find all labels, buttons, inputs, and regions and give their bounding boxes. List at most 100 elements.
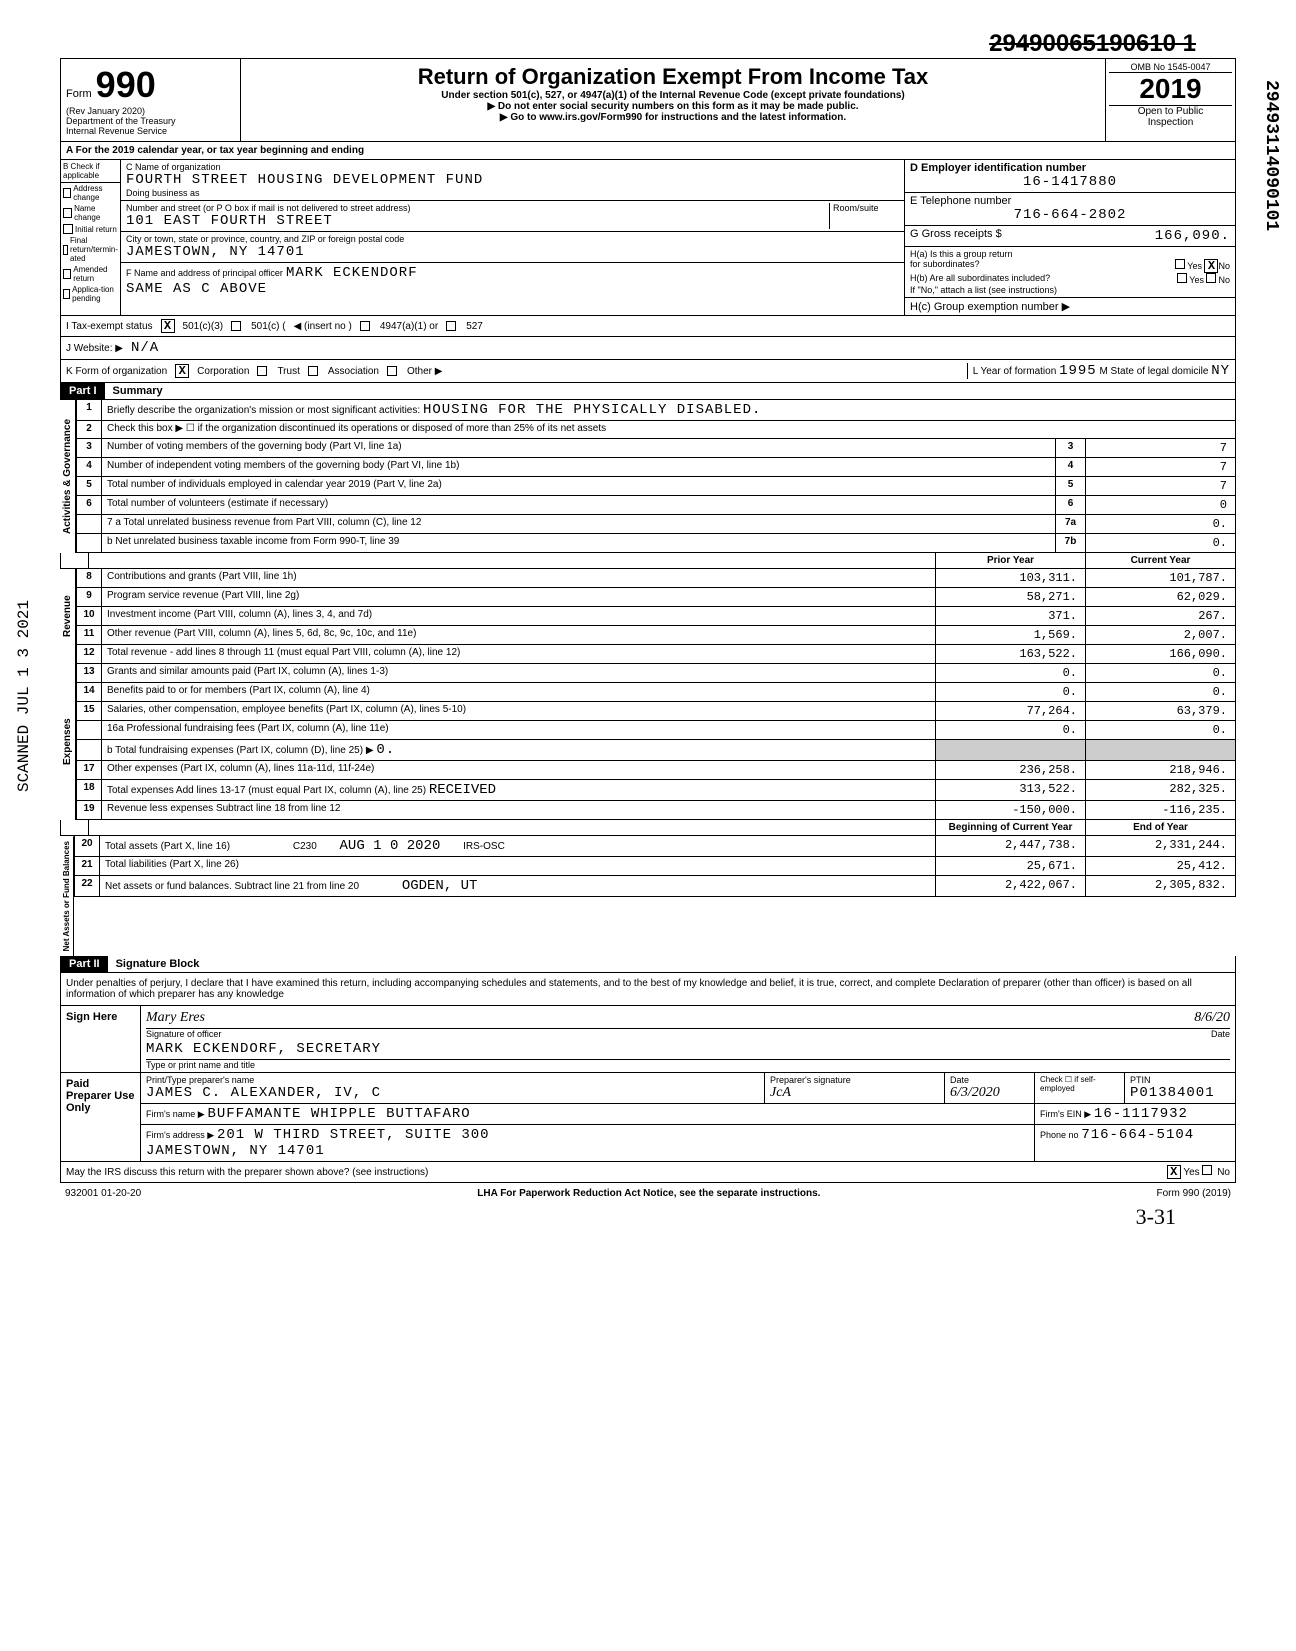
ha-yes-checkbox[interactable] xyxy=(1175,259,1185,269)
dept-treasury: Department of the Treasury xyxy=(66,116,235,126)
hb-label: H(b) Are all subordinates included? xyxy=(910,273,1050,285)
4947-checkbox[interactable] xyxy=(360,321,370,331)
501c-checkbox[interactable] xyxy=(231,321,241,331)
form-subtitle: Under section 501(c), 527, or 4947(a)(1)… xyxy=(246,90,1100,101)
l8-desc: Contributions and grants (Part VIII, lin… xyxy=(102,569,935,587)
officer-printed-name: MARK ECKENDORF, SECRETARY xyxy=(146,1039,1230,1060)
checkbox-initial[interactable] xyxy=(63,224,73,234)
firm-ein: 16-1117932 xyxy=(1094,1106,1188,1122)
ptin-value: P01384001 xyxy=(1130,1085,1230,1101)
vert-expenses: Expenses xyxy=(60,664,76,820)
section-e-label: E Telephone number xyxy=(910,195,1230,207)
sig-officer-label: Signature of officer xyxy=(146,1029,221,1039)
stamp-code2: IRS-OSC xyxy=(463,841,505,852)
line6-val: 0 xyxy=(1085,496,1235,514)
l11-current: 2,007. xyxy=(1085,626,1235,644)
preparer-row: Paid Preparer Use Only Print/Type prepar… xyxy=(60,1073,1236,1162)
right-vertical-number: 29493114090101 xyxy=(1261,80,1281,231)
hb-no-checkbox[interactable] xyxy=(1206,273,1216,283)
form-k-row: K Form of organization X Corporation Tru… xyxy=(60,360,1236,383)
line7a-val: 0. xyxy=(1085,515,1235,533)
checkbox-address[interactable] xyxy=(63,188,71,198)
l13-desc: Grants and similar amounts paid (Part IX… xyxy=(102,664,935,682)
line7b-val: 0. xyxy=(1085,534,1235,552)
corp-checkbox[interactable]: X xyxy=(175,364,189,378)
opt-501c3: 501(c)(3) xyxy=(183,321,224,332)
sign-here-row: Sign Here Mary Eres 8/6/20 Signature of … xyxy=(60,1006,1236,1073)
line7a-desc: 7 a Total unrelated business revenue fro… xyxy=(102,515,1055,533)
officer-label: F Name and address of principal officer xyxy=(126,268,283,278)
l15-desc: Salaries, other compensation, employee b… xyxy=(102,702,935,720)
form-title: Return of Organization Exempt From Incom… xyxy=(246,64,1100,90)
opt-4947: 4947(a)(1) or xyxy=(380,321,438,332)
ha-label: H(a) Is this a group return xyxy=(910,249,1230,259)
prep-date-label: Date xyxy=(950,1075,1029,1085)
checkbox-name[interactable] xyxy=(63,208,72,218)
assoc-checkbox[interactable] xyxy=(308,366,318,376)
officer-name: MARK ECKENDORF xyxy=(286,265,418,281)
opt-501c: 501(c) ( xyxy=(251,321,285,332)
dba-label: Doing business as xyxy=(126,188,899,198)
street-address: 101 EAST FOURTH STREET xyxy=(126,213,829,229)
open-public-label: Open to Public xyxy=(1109,106,1232,117)
l11-prior: 1,569. xyxy=(935,626,1085,644)
opt-527: 527 xyxy=(466,321,483,332)
prep-name-label: Print/Type preparer's name xyxy=(146,1075,759,1085)
line6-desc: Total number of volunteers (estimate if … xyxy=(102,496,1055,514)
l21-desc: Total liabilities (Part X, line 26) xyxy=(100,857,935,875)
line7a-box: 7a xyxy=(1055,515,1085,533)
form-label: Form xyxy=(66,88,92,100)
l16b-desc: b Total fundraising expenses (Part IX, c… xyxy=(107,745,374,756)
firm-name-label: Firm's name ▶ xyxy=(146,1109,205,1119)
name-title-label: Type or print name and title xyxy=(146,1060,1230,1070)
discuss-yes-checkbox[interactable]: X xyxy=(1167,1165,1181,1179)
yearl-label: L Year of formation xyxy=(973,366,1057,377)
line6-box: 6 xyxy=(1055,496,1085,514)
firm-phone: 716-664-5104 xyxy=(1081,1127,1194,1143)
l22-desc: Net assets or fund balances. Subtract li… xyxy=(105,881,359,892)
discuss-no-label: No xyxy=(1217,1167,1230,1178)
l22-prior: 2,422,067. xyxy=(935,876,1085,896)
trust-checkbox[interactable] xyxy=(257,366,267,376)
hb-yes-checkbox[interactable] xyxy=(1177,273,1187,283)
prior-current-header: Prior Year Current Year xyxy=(60,553,1236,569)
checkbox-application[interactable] xyxy=(63,289,70,299)
vert-activities: Activities & Governance xyxy=(60,400,76,553)
form-note1: ▶ Do not enter social security numbers o… xyxy=(246,101,1100,112)
opt-address: Address change xyxy=(73,184,118,202)
discuss-no-checkbox[interactable] xyxy=(1202,1165,1212,1175)
room-label: Room/suite xyxy=(833,203,899,213)
l11-desc: Other revenue (Part VIII, column (A), li… xyxy=(102,626,935,644)
l20-current: 2,331,244. xyxy=(1085,836,1235,856)
l14-desc: Benefits paid to or for members (Part IX… xyxy=(102,683,935,701)
discuss-question: May the IRS discuss this return with the… xyxy=(66,1167,428,1178)
line6-num: 6 xyxy=(77,496,102,514)
prep-sig-label: Preparer's signature xyxy=(770,1075,939,1085)
section-c-label: C Name of organization xyxy=(126,162,899,172)
ptin-label: PTIN xyxy=(1130,1075,1230,1085)
l21-prior: 25,671. xyxy=(935,857,1085,875)
l14-current: 0. xyxy=(1085,683,1235,701)
l16a-prior: 0. xyxy=(935,721,1085,739)
checkbox-amended[interactable] xyxy=(63,269,71,279)
501c3-checkbox[interactable]: X xyxy=(161,319,175,333)
state-label: M State of legal domicile xyxy=(1099,366,1208,377)
line7b-num xyxy=(77,534,102,552)
self-employed-check: Check ☐ if self-employed xyxy=(1035,1073,1125,1103)
l21-current: 25,412. xyxy=(1085,857,1235,875)
vert-netassets: Net Assets or Fund Balances xyxy=(60,836,74,956)
checkbox-final[interactable] xyxy=(63,245,68,255)
preparer-name: JAMES C. ALEXANDER, IV, C xyxy=(146,1085,759,1101)
preparer-signature: JcA xyxy=(770,1085,939,1101)
ha-no-checkbox[interactable]: X xyxy=(1204,259,1218,273)
scanned-stamp: SCANNED JUL 1 3 2021 xyxy=(15,600,33,792)
527-checkbox[interactable] xyxy=(446,321,456,331)
line4-box: 4 xyxy=(1055,458,1085,476)
omb-number: OMB No 1545-0047 xyxy=(1109,62,1232,73)
beginning-end-header: Beginning of Current Year End of Year xyxy=(60,820,1236,836)
footer: 932001 01-20-20 LHA For Paperwork Reduct… xyxy=(60,1183,1236,1204)
handwritten-initial: 3-31 xyxy=(60,1204,1236,1230)
other-checkbox[interactable] xyxy=(387,366,397,376)
form-note2: ▶ Go to www.irs.gov/Form990 for instruct… xyxy=(246,112,1100,123)
stamp-code1: C230 xyxy=(293,841,317,852)
